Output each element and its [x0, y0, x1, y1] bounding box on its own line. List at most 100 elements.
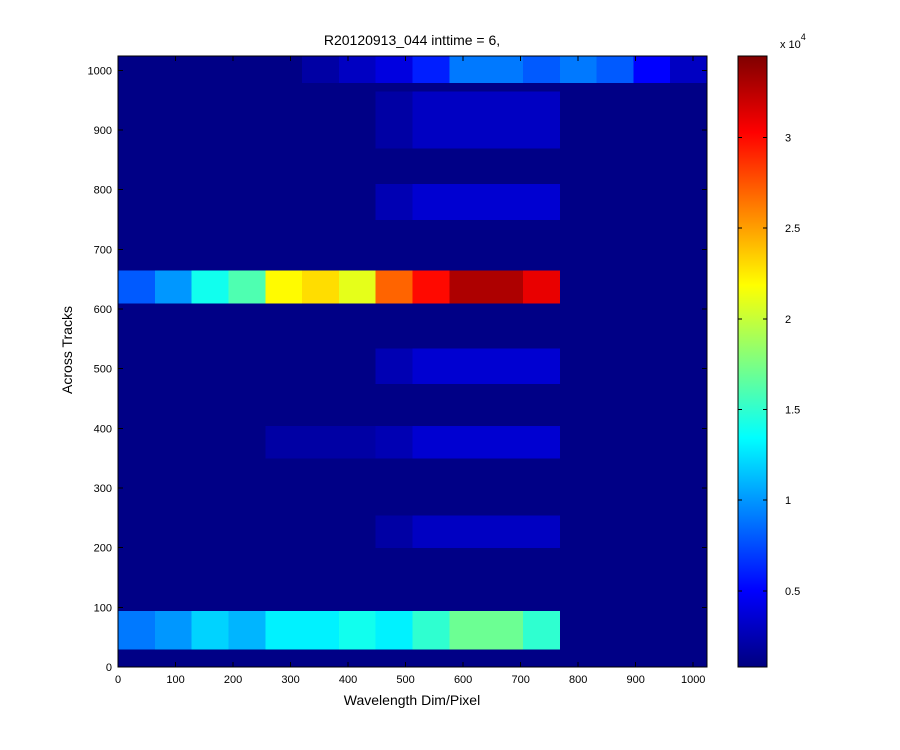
heatmap-cell — [486, 514, 524, 549]
heatmap-cell — [265, 183, 303, 220]
heatmap-cell — [449, 547, 487, 611]
heatmap-cell — [118, 183, 156, 220]
heatmap-cell — [265, 347, 303, 385]
heatmap-cell — [302, 219, 340, 271]
heatmap-cell — [559, 547, 598, 611]
heatmap-cell — [154, 219, 193, 271]
heatmap-cell — [154, 458, 193, 516]
heatmap-cell — [154, 425, 193, 459]
heatmap-cell — [559, 91, 598, 149]
heatmap-cell — [486, 649, 524, 668]
heatmap-cell — [118, 425, 156, 459]
y-tick-label: 400 — [94, 423, 112, 435]
heatmap-cell — [449, 649, 487, 668]
heatmap-cell — [449, 425, 487, 459]
heatmap-cell — [559, 270, 598, 304]
heatmap-cell — [596, 183, 634, 220]
heatmap-cell — [375, 56, 413, 83]
heatmap-cell — [375, 270, 413, 304]
heatmap-cell — [118, 147, 156, 185]
heatmap-cell — [265, 270, 303, 304]
heatmap-cell — [154, 347, 193, 385]
heatmap-cell — [670, 347, 708, 385]
heatmap-cell — [265, 56, 303, 83]
heatmap-cell — [375, 547, 413, 611]
heatmap-cell — [486, 347, 524, 385]
heatmap-cell — [302, 610, 340, 650]
heatmap-cell — [522, 383, 561, 426]
x-tick-label: 100 — [166, 674, 184, 686]
heatmap-cell — [522, 82, 561, 92]
heatmap-cell — [559, 347, 598, 385]
heatmap-cell — [265, 219, 303, 271]
heatmap-cell — [302, 383, 340, 426]
heatmap-cell — [302, 303, 340, 349]
heatmap-cell — [191, 514, 229, 549]
x-tick-label: 700 — [511, 674, 529, 686]
heatmap-cell — [228, 610, 266, 650]
heatmap-cell — [596, 270, 634, 304]
y-tick-label: 800 — [94, 185, 112, 197]
chart-title: R20120913_044 inttime = 6, — [324, 32, 500, 48]
heatmap-cell — [375, 303, 413, 349]
heatmap-cell — [338, 82, 377, 92]
heatmap-cell — [559, 514, 598, 549]
heatmap-cell — [191, 347, 229, 385]
heatmap-cell — [191, 649, 229, 668]
heatmap-cell — [486, 610, 524, 650]
heatmap-cell — [559, 610, 598, 650]
heatmap-cell — [449, 458, 487, 516]
heatmap-cell — [118, 649, 156, 668]
heatmap-cell — [522, 147, 561, 185]
heatmap-cell — [486, 56, 524, 83]
x-tick-label: 400 — [339, 674, 357, 686]
heatmap-cell — [522, 425, 561, 459]
heatmap-cell — [633, 270, 671, 304]
heatmap-cell — [412, 91, 450, 149]
heatmap-cell — [670, 425, 708, 459]
colorbar-tick-label: 1 — [785, 495, 791, 507]
heatmap-cell — [559, 649, 598, 668]
heatmap-cell — [228, 82, 266, 92]
heatmap-cell — [302, 270, 340, 304]
heatmap-cell — [338, 514, 377, 549]
heatmap-cell — [486, 458, 524, 516]
heatmap-cell — [449, 610, 487, 650]
x-tick-label: 600 — [454, 674, 472, 686]
heatmap-cell — [118, 270, 156, 304]
heatmap-cell — [228, 547, 266, 611]
heatmap-cell — [302, 56, 340, 83]
heatmap-cell — [449, 514, 487, 549]
heatmap-cell — [633, 183, 671, 220]
y-tick-label: 0 — [106, 662, 112, 674]
heatmap-cell — [338, 219, 377, 271]
heatmap-cell — [670, 514, 708, 549]
heatmap-cell — [265, 425, 303, 459]
heatmap-cell — [412, 219, 450, 271]
heatmap-cell — [522, 458, 561, 516]
heatmap-cell — [118, 219, 156, 271]
y-tick-label: 700 — [94, 244, 112, 256]
heatmap-cell — [265, 649, 303, 668]
plot-frame — [117, 55, 708, 668]
heatmap-cell — [302, 347, 340, 385]
heatmap-cell — [633, 649, 671, 668]
heatmap-cell — [375, 147, 413, 185]
heatmap-cell — [154, 270, 193, 304]
heatmap-cell — [522, 303, 561, 349]
heatmap-cell — [338, 383, 377, 426]
heatmap-cell — [191, 56, 229, 83]
y-tick-label: 100 — [94, 602, 112, 614]
heatmap-cell — [559, 425, 598, 459]
heatmap-cell — [486, 147, 524, 185]
colorbar-tick-label: 2 — [785, 314, 791, 326]
heatmap-cell — [228, 649, 266, 668]
y-tick-label: 300 — [94, 483, 112, 495]
heatmap-cell — [596, 91, 634, 149]
heatmap-cell — [265, 547, 303, 611]
heatmap-cell — [633, 458, 671, 516]
heatmap-cell — [449, 347, 487, 385]
heatmap-cell — [559, 82, 598, 92]
heatmap-cell — [118, 91, 156, 149]
heatmap-cell — [154, 514, 193, 549]
